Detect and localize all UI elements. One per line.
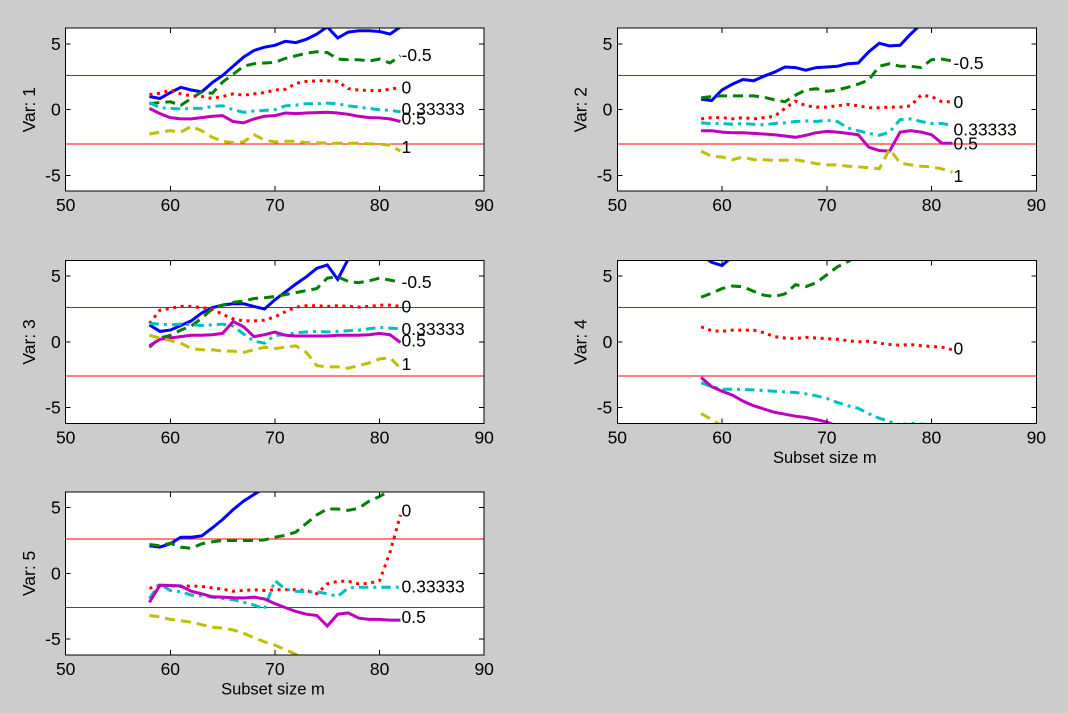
svg-text:-5: -5 (597, 398, 613, 418)
svg-text:50: 50 (56, 427, 76, 447)
svg-text:70: 70 (265, 659, 285, 679)
svg-text:0: 0 (51, 563, 61, 583)
svg-text:1: 1 (954, 166, 964, 186)
svg-text:0.5: 0.5 (954, 133, 978, 153)
svg-text:60: 60 (712, 427, 732, 447)
svg-text:-5: -5 (45, 165, 61, 185)
svg-text:80: 80 (922, 195, 942, 215)
svg-text:60: 60 (712, 195, 732, 215)
svg-text:-0.5: -0.5 (402, 45, 432, 65)
svg-text:80: 80 (370, 195, 390, 215)
svg-text:0: 0 (603, 100, 613, 120)
svg-text:50: 50 (608, 195, 628, 215)
svg-text:0.5: 0.5 (402, 607, 426, 627)
svg-text:0.5: 0.5 (402, 108, 426, 128)
svg-text:90: 90 (474, 659, 494, 679)
svg-text:60: 60 (161, 659, 181, 679)
svg-text:50: 50 (56, 195, 76, 215)
svg-text:90: 90 (474, 195, 494, 215)
svg-text:5: 5 (51, 34, 61, 54)
svg-text:Var: 2: Var: 2 (571, 87, 591, 132)
svg-text:60: 60 (161, 427, 181, 447)
svg-text:0: 0 (402, 297, 412, 317)
svg-text:5: 5 (603, 34, 613, 54)
svg-text:5: 5 (51, 266, 61, 286)
svg-text:80: 80 (922, 427, 942, 447)
svg-text:0: 0 (402, 77, 412, 97)
svg-text:80: 80 (370, 659, 390, 679)
svg-text:5: 5 (603, 266, 613, 286)
svg-text:-0.5: -0.5 (954, 53, 984, 73)
svg-text:70: 70 (817, 195, 837, 215)
svg-text:0: 0 (51, 332, 61, 352)
svg-text:0: 0 (51, 100, 61, 120)
svg-text:Var: 1: Var: 1 (19, 87, 39, 132)
svg-text:0: 0 (954, 92, 964, 112)
svg-text:90: 90 (1027, 195, 1047, 215)
svg-text:1: 1 (402, 354, 412, 374)
svg-text:Var: 5: Var: 5 (19, 551, 39, 596)
svg-text:Subset size m: Subset size m (221, 680, 325, 698)
svg-text:70: 70 (265, 427, 285, 447)
svg-text:0: 0 (954, 339, 964, 359)
svg-text:Var: 3: Var: 3 (19, 319, 39, 364)
svg-text:Subset size m: Subset size m (773, 449, 877, 467)
svg-text:70: 70 (265, 195, 285, 215)
svg-text:90: 90 (1027, 427, 1047, 447)
svg-text:0.33333: 0.33333 (402, 577, 465, 597)
svg-text:60: 60 (161, 195, 181, 215)
svg-text:-5: -5 (45, 398, 61, 418)
svg-text:1: 1 (402, 137, 412, 157)
svg-text:0.33333: 0.33333 (402, 319, 465, 339)
svg-text:Var: 4: Var: 4 (571, 319, 591, 365)
svg-text:-5: -5 (45, 629, 61, 649)
svg-text:0: 0 (402, 501, 412, 521)
svg-text:-0.5: -0.5 (402, 272, 432, 292)
svg-text:70: 70 (817, 427, 837, 447)
svg-text:0.33333: 0.33333 (954, 119, 1017, 139)
svg-text:50: 50 (56, 659, 76, 679)
svg-text:5: 5 (51, 498, 61, 518)
svg-text:0.5: 0.5 (402, 331, 426, 351)
svg-text:-5: -5 (597, 165, 613, 185)
svg-text:0: 0 (603, 332, 613, 352)
svg-text:80: 80 (370, 427, 390, 447)
svg-text:50: 50 (608, 427, 628, 447)
svg-text:0.33333: 0.33333 (402, 99, 465, 119)
svg-text:90: 90 (474, 427, 494, 447)
